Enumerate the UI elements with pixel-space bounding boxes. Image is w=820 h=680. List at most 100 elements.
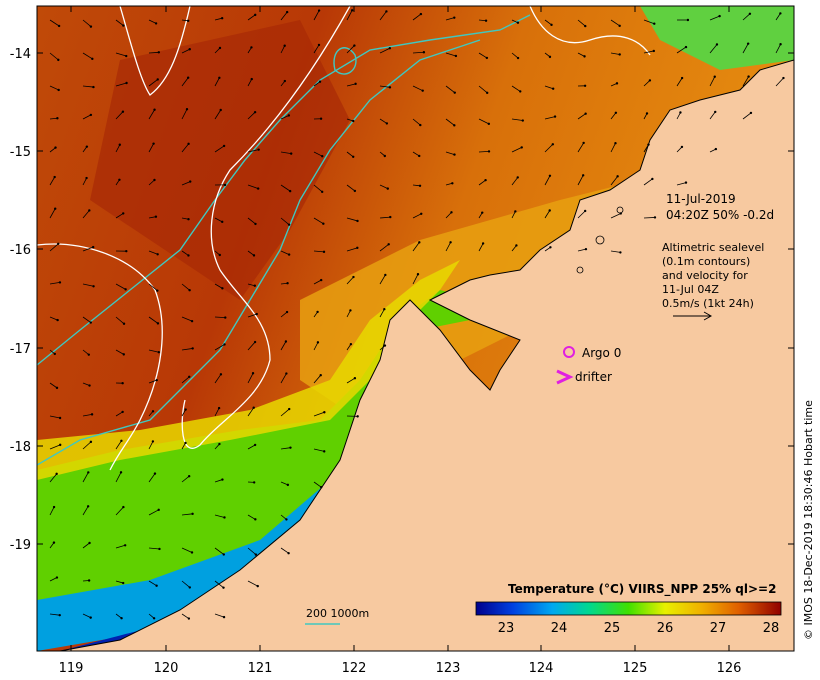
- coastal-blue: [37, 440, 390, 651]
- velocity-arrow-head: [87, 471, 90, 474]
- velocity-arrow-head: [349, 309, 352, 312]
- velocity-arrow: [511, 147, 522, 153]
- velocity-arrow-head: [287, 223, 291, 226]
- velocity-arrow-head: [254, 222, 257, 226]
- velocity-arrow: [379, 118, 388, 124]
- velocity-arrow: [214, 109, 222, 120]
- velocity-arrow: [478, 243, 484, 252]
- velocity-arrow: [148, 580, 157, 587]
- velocity-arrow: [742, 43, 749, 54]
- velocity-arrow-head: [217, 406, 221, 410]
- x-tick-label: 122: [342, 661, 367, 676]
- island: [616, 206, 624, 214]
- velocity-arrow-head: [356, 246, 359, 250]
- velocity-arrow: [181, 48, 190, 54]
- velocity-arrow: [181, 316, 193, 322]
- velocity-arrow: [577, 19, 586, 27]
- velocity-scale-label: 0.5m/s (1kt 24h): [662, 297, 754, 310]
- velocity-arrow-head: [121, 381, 124, 385]
- velocity-arrow: [544, 175, 551, 186]
- velocity-arrow: [115, 472, 122, 483]
- velocity-arrow-head: [287, 552, 290, 555]
- velocity-arrow: [214, 407, 220, 417]
- velocity-arrow-head: [218, 76, 221, 80]
- velocity-arrow-head: [485, 91, 489, 95]
- velocity-arrow: [148, 547, 160, 550]
- velocity-arrow-head: [285, 518, 288, 521]
- velocity-arrow: [181, 109, 188, 120]
- velocity-arrow-head: [652, 49, 656, 53]
- velocity-arrow: [280, 184, 291, 192]
- velocity-arrow-head: [188, 375, 191, 378]
- velocity-arrow-head: [154, 215, 158, 218]
- velocity-arrow-head: [221, 478, 224, 481]
- velocity-arrow-head: [156, 289, 159, 292]
- velocity-arrow: [511, 118, 523, 121]
- velocity-arrow: [280, 311, 288, 318]
- velocity-arrow-head: [253, 443, 257, 447]
- velocity-arrow: [643, 144, 649, 153]
- time-label: 04:20Z 50% -0.2d: [666, 208, 774, 222]
- velocity-arrow-head: [222, 144, 226, 148]
- velocity-arrow: [412, 242, 420, 252]
- velocity-arrow: [115, 506, 124, 516]
- velocity-arrow: [82, 114, 92, 120]
- velocity-arrow-head: [187, 19, 190, 23]
- velocity-arrow-head: [285, 10, 289, 14]
- velocity-arrow-head: [153, 472, 157, 475]
- velocity-arrow: [280, 373, 287, 384]
- velocity-arrow-head: [516, 176, 519, 179]
- velocity-arrow-head: [86, 505, 90, 508]
- velocity-arrow: [676, 182, 687, 186]
- velocity-arrow-head: [618, 53, 621, 56]
- velocity-arrow-head: [184, 441, 187, 445]
- velocity-arrow-head: [356, 415, 359, 418]
- velocity-arrow: [247, 580, 258, 587]
- velocity-arrow-head: [747, 75, 750, 78]
- velocity-arrow-head: [186, 76, 190, 79]
- velocity-arrow: [82, 542, 90, 549]
- velocity-arrow-head: [89, 440, 93, 444]
- x-tick-marks: [70, 6, 730, 651]
- velocity-arrow-head: [53, 175, 56, 179]
- y-tick-marks: [37, 52, 794, 545]
- velocity-arrow-head: [514, 210, 517, 213]
- velocity-arrow-head: [253, 284, 257, 287]
- velocity-arrow: [610, 250, 621, 253]
- velocity-arrow-head: [250, 77, 253, 81]
- velocity-arrow: [478, 85, 488, 94]
- x-axis: 119 120 121 122 123 124 125 126: [59, 661, 742, 676]
- velocity-arrow: [49, 613, 60, 616]
- drifter-label: drifter: [575, 370, 612, 384]
- velocity-arrow: [313, 279, 322, 285]
- velocity-arrow-head: [352, 119, 355, 123]
- velocity-arrow-head: [686, 18, 690, 22]
- x-tick-label: 123: [436, 661, 461, 676]
- velocity-arrow: [115, 52, 127, 57]
- velocity-arrow-head: [548, 209, 551, 212]
- velocity-arrow: [346, 377, 356, 384]
- colorbar-tick-label: 24: [551, 621, 568, 636]
- velocity-arrow-head: [450, 211, 453, 214]
- velocity-arrow: [247, 14, 256, 21]
- velocity-arrow-head: [420, 212, 423, 216]
- velocity-arrow-head: [89, 25, 93, 28]
- velocity-arrow-head: [89, 321, 92, 324]
- velocity-arrow-head: [122, 505, 125, 509]
- velocity-arrows: [49, 9, 785, 620]
- velocity-arrow-head: [252, 406, 255, 409]
- velocity-arrow: [577, 210, 586, 219]
- y-tick-label: -18: [10, 440, 31, 455]
- velocity-arrow-head: [151, 410, 155, 413]
- drifter-marker-icon: [556, 369, 574, 385]
- velocity-arrow-head: [349, 342, 353, 346]
- velocity-arrow: [148, 349, 159, 353]
- velocity-arrow-head: [91, 57, 94, 61]
- velocity-arrow: [148, 316, 159, 324]
- x-tick-label: 124: [529, 661, 554, 676]
- velocity-arrow: [478, 179, 486, 186]
- velocity-arrow: [181, 376, 190, 384]
- velocity-arrow: [709, 15, 720, 21]
- velocity-arrow-head: [121, 410, 124, 414]
- velocity-arrow: [445, 242, 451, 252]
